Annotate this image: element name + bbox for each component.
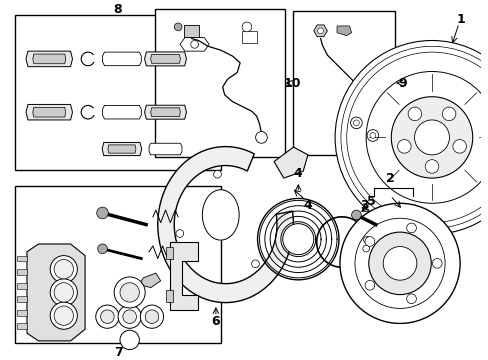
Bar [15,186,220,343]
Circle shape [362,245,369,252]
Polygon shape [183,25,199,37]
Circle shape [368,232,430,294]
Bar [15,15,220,170]
Circle shape [406,294,415,303]
Circle shape [242,22,251,32]
Circle shape [407,107,421,121]
Polygon shape [150,54,180,63]
Text: 8: 8 [114,3,122,16]
Bar [17,296,27,302]
Circle shape [282,224,313,255]
Circle shape [50,302,77,329]
Circle shape [353,120,359,126]
Text: 10: 10 [283,77,301,90]
Circle shape [190,40,198,48]
Circle shape [50,256,77,283]
Text: 7: 7 [113,346,122,359]
Text: 3: 3 [359,199,368,212]
Circle shape [54,260,73,279]
Text: 9: 9 [398,77,407,90]
Circle shape [213,170,221,178]
Circle shape [114,277,145,308]
Circle shape [365,280,374,290]
Circle shape [251,260,259,268]
Circle shape [98,244,107,254]
Bar [17,323,27,329]
Ellipse shape [202,190,239,240]
Polygon shape [273,147,307,178]
Text: 2: 2 [385,172,394,185]
Circle shape [54,306,73,325]
Circle shape [452,140,466,153]
Circle shape [350,117,362,129]
Bar [17,310,27,316]
Text: 5: 5 [366,195,375,208]
Polygon shape [144,105,186,119]
Bar [17,256,27,261]
Circle shape [118,305,141,328]
Circle shape [54,283,73,302]
Circle shape [101,310,114,323]
Circle shape [97,207,108,219]
Circle shape [176,230,183,237]
Polygon shape [33,54,65,64]
Bar [17,269,27,275]
Circle shape [431,258,441,268]
Polygon shape [170,242,197,310]
Bar [165,247,173,258]
Circle shape [339,203,459,323]
Text: 4: 4 [303,199,312,212]
Polygon shape [27,244,85,341]
Polygon shape [26,51,72,67]
Circle shape [369,132,375,138]
Polygon shape [102,143,142,156]
Circle shape [140,305,163,328]
Text: 4: 4 [293,167,302,180]
Polygon shape [180,37,209,51]
Polygon shape [139,273,161,288]
Circle shape [390,97,472,178]
Bar [155,9,284,157]
Polygon shape [150,108,180,117]
Text: 1: 1 [456,13,465,26]
Polygon shape [242,31,256,44]
Circle shape [366,130,378,141]
Circle shape [120,283,139,302]
Text: 6: 6 [211,315,220,328]
Bar [17,283,27,289]
Circle shape [334,40,488,234]
Circle shape [120,330,139,350]
Circle shape [383,247,416,280]
Bar [165,291,173,302]
Polygon shape [26,104,72,120]
Circle shape [442,107,455,121]
Circle shape [255,131,267,143]
Circle shape [96,305,119,328]
Circle shape [414,120,448,155]
Circle shape [174,23,182,31]
Polygon shape [33,107,65,117]
Circle shape [363,237,369,243]
Polygon shape [336,26,351,36]
Circle shape [145,310,159,323]
Circle shape [425,160,438,173]
Polygon shape [102,105,141,119]
Circle shape [365,237,374,246]
Polygon shape [149,143,182,155]
Circle shape [122,310,136,323]
Circle shape [397,140,410,153]
Polygon shape [313,25,326,37]
Polygon shape [102,52,141,66]
Circle shape [351,210,361,220]
Circle shape [50,279,77,306]
Bar [293,12,394,155]
Polygon shape [108,145,136,153]
Polygon shape [158,147,293,303]
Polygon shape [144,52,186,66]
Circle shape [317,28,323,34]
Circle shape [406,223,415,233]
